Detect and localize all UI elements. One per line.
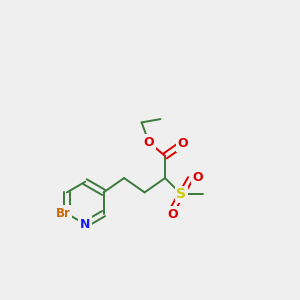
Text: O: O bbox=[193, 170, 203, 184]
Text: S: S bbox=[176, 187, 186, 201]
Text: O: O bbox=[143, 136, 154, 149]
Text: N: N bbox=[80, 218, 90, 231]
Text: O: O bbox=[177, 137, 188, 150]
Text: Br: Br bbox=[56, 207, 71, 220]
Text: O: O bbox=[167, 208, 178, 221]
